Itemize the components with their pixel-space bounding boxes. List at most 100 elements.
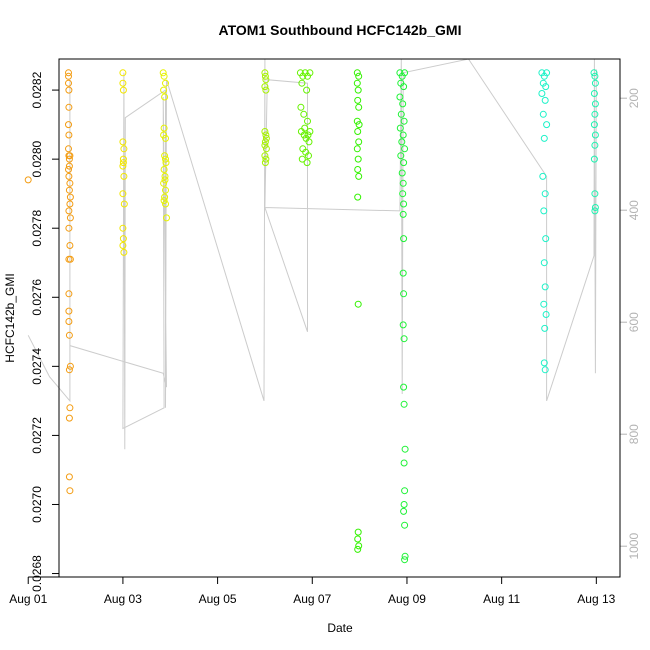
data-point <box>120 248 128 256</box>
data-point <box>400 159 408 167</box>
data-point <box>400 117 408 125</box>
data-point <box>399 100 407 108</box>
data-point <box>591 79 599 87</box>
x-tick-label: Aug 13 <box>577 592 615 606</box>
axes-layer: Aug 01 Aug 03 Aug 05 Aug 07 Aug 09 Aug 11 Aug … <box>9 71 641 606</box>
data-point <box>66 179 74 187</box>
data-point <box>261 128 269 135</box>
data-point <box>355 172 363 180</box>
data-points-layer <box>24 69 599 564</box>
y-axis-label: HCFC142b_GMI <box>3 273 17 362</box>
data-point <box>542 83 550 91</box>
data-point <box>65 307 73 315</box>
data-point <box>591 190 599 198</box>
data-point <box>543 121 551 129</box>
data-point <box>591 204 599 211</box>
data-point <box>66 152 74 160</box>
data-point <box>541 96 549 104</box>
x-tick-label: Aug 05 <box>199 592 237 606</box>
data-point <box>400 200 408 208</box>
data-point <box>540 72 548 80</box>
y-tick-label: 0.0272 <box>30 417 44 454</box>
data-point <box>542 311 550 318</box>
data-point <box>401 69 409 77</box>
data-point <box>160 86 168 94</box>
data-point <box>399 210 407 218</box>
data-point <box>159 69 167 77</box>
secondary-y-tick-label: 1000 <box>627 533 641 560</box>
data-point <box>160 124 168 132</box>
data-point <box>65 290 73 298</box>
y-tick-label: 0.0280 <box>30 140 44 177</box>
data-point <box>303 86 311 94</box>
data-point <box>297 103 305 111</box>
data-point <box>590 121 598 129</box>
x-tick-label: Aug 11 <box>483 592 520 606</box>
data-point <box>161 152 169 160</box>
data-point <box>400 335 408 343</box>
data-point <box>541 366 549 374</box>
data-point <box>119 159 127 167</box>
data-point <box>400 235 408 243</box>
secondary-y-tick-label: 200 <box>627 88 641 108</box>
data-point <box>397 152 405 160</box>
data-point <box>119 162 127 170</box>
data-point <box>119 155 127 163</box>
data-point <box>354 528 362 536</box>
data-point <box>591 141 599 149</box>
data-point <box>400 400 408 408</box>
data-point <box>540 207 548 215</box>
data-point <box>65 121 72 129</box>
data-point <box>261 141 269 149</box>
data-point <box>65 145 72 153</box>
profile-line-layer <box>27 58 597 450</box>
data-point <box>397 110 405 118</box>
data-point <box>66 404 74 412</box>
data-point <box>66 200 74 208</box>
data-point <box>65 414 73 422</box>
data-point <box>160 131 168 139</box>
data-point <box>119 224 127 232</box>
data-point <box>355 72 363 80</box>
data-point <box>65 103 73 111</box>
data-point <box>355 138 363 146</box>
data-point <box>300 110 308 118</box>
x-tick-label: Aug 07 <box>293 592 331 606</box>
data-point <box>591 100 599 108</box>
data-point <box>119 235 127 243</box>
data-point <box>65 186 73 194</box>
data-point <box>120 200 128 208</box>
data-point <box>591 207 599 215</box>
data-point <box>400 459 408 467</box>
data-point <box>162 186 169 194</box>
data-point <box>261 83 269 91</box>
data-point <box>299 72 307 80</box>
data-point <box>65 79 72 87</box>
data-point <box>353 69 361 77</box>
data-point <box>301 124 309 132</box>
data-point <box>298 155 306 163</box>
data-point <box>162 155 169 163</box>
data-point <box>65 86 73 94</box>
data-point <box>355 103 363 111</box>
data-point <box>590 69 598 77</box>
data-point <box>540 259 548 267</box>
data-point <box>119 138 127 146</box>
data-point <box>304 72 311 80</box>
data-point <box>539 172 547 180</box>
data-point <box>261 69 269 77</box>
data-point <box>400 290 408 298</box>
data-point <box>399 190 407 198</box>
data-point <box>65 131 73 139</box>
data-point <box>354 545 362 553</box>
data-point <box>538 69 546 77</box>
data-point <box>262 145 270 153</box>
data-point <box>353 117 361 125</box>
data-point <box>65 366 73 374</box>
data-point <box>353 145 361 153</box>
data-point <box>540 359 548 367</box>
data-point <box>119 69 127 77</box>
data-point <box>590 90 598 97</box>
data-point <box>162 159 170 167</box>
data-point <box>401 521 409 529</box>
